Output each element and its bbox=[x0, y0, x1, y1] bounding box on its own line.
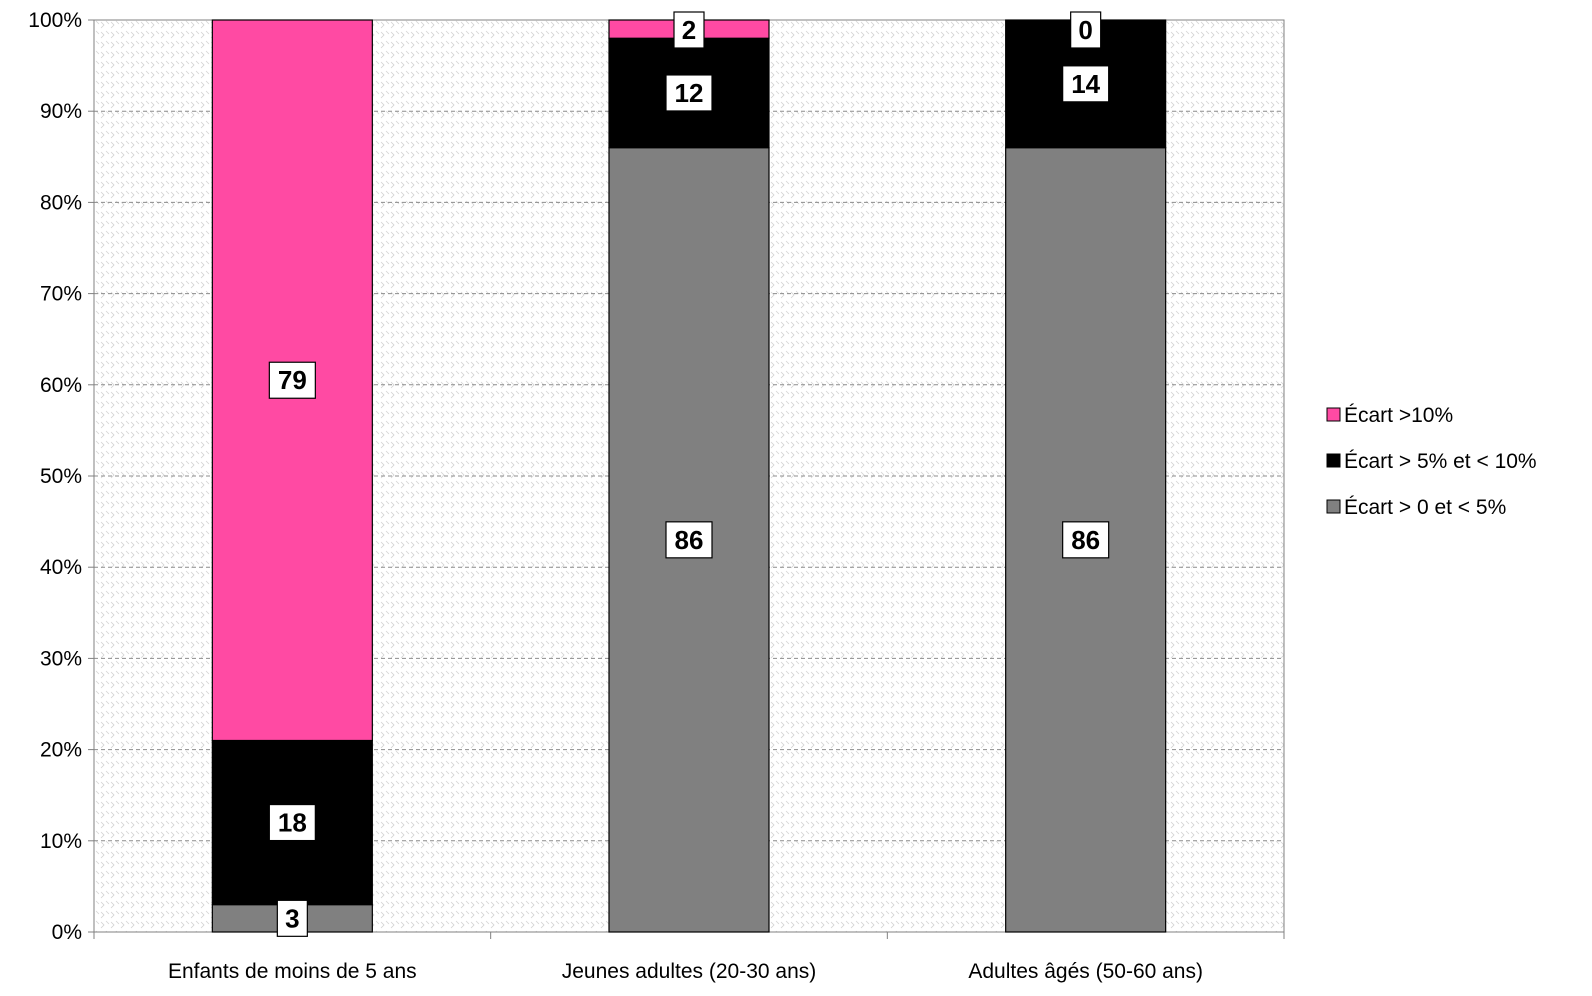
legend: Écart >10% Écart > 5% et < 10% Écart > 0 e… bbox=[1326, 404, 1537, 519]
data-label: 79 bbox=[278, 365, 307, 395]
bar-segment bbox=[608, 37, 770, 149]
data-label-box bbox=[665, 521, 713, 559]
data-label: 14 bbox=[1071, 69, 1100, 99]
data-label: 2 bbox=[682, 15, 696, 45]
data-label-box bbox=[1062, 65, 1110, 103]
y-tick-label: 70% bbox=[40, 283, 82, 306]
legend-swatch bbox=[1326, 453, 1341, 468]
data-label: 0 bbox=[1078, 15, 1092, 45]
y-tick-label: 60% bbox=[40, 374, 82, 397]
x-category-label: Adultes âgés (50-60 ans) bbox=[968, 960, 1203, 983]
y-tick-label: 20% bbox=[40, 739, 82, 762]
y-tick-label: 80% bbox=[40, 191, 82, 214]
data-label-box bbox=[268, 803, 316, 842]
data-label: 86 bbox=[675, 525, 704, 555]
legend-swatch bbox=[1326, 499, 1341, 514]
legend-entry-label: Écart >10% bbox=[1344, 404, 1453, 427]
plot-area: 0% 10% 20% 30% 40% 50% 60% 70% 80% 90% 100% 3 18 79 86… bbox=[28, 9, 1285, 983]
x-category-label: Jeunes adultes (20-30 ans) bbox=[562, 960, 817, 983]
data-label-box bbox=[1070, 11, 1102, 49]
data-label: 18 bbox=[278, 808, 307, 838]
y-tick-label: 50% bbox=[40, 465, 82, 488]
legend-swatch bbox=[1326, 407, 1341, 422]
data-label: 3 bbox=[285, 903, 299, 933]
data-label-box bbox=[665, 74, 713, 112]
data-label-box bbox=[276, 899, 308, 937]
y-tick-label: 10% bbox=[40, 830, 82, 853]
data-label: 12 bbox=[675, 78, 704, 108]
data-label-box bbox=[268, 361, 316, 399]
legend-entry-label: Écart > 0 et < 5% bbox=[1344, 496, 1506, 519]
data-label-box bbox=[673, 11, 705, 49]
y-tick-label: 90% bbox=[40, 100, 82, 123]
data-label-box bbox=[1062, 521, 1110, 559]
y-tick-label: 100% bbox=[28, 9, 82, 32]
legend-entry-label: Écart > 5% et < 10% bbox=[1344, 450, 1537, 473]
y-tick-label: 40% bbox=[40, 556, 82, 579]
data-label: 86 bbox=[1071, 525, 1100, 555]
y-tick-label: 30% bbox=[40, 647, 82, 670]
x-category-label: Enfants de moins de 5 ans bbox=[168, 960, 417, 983]
y-tick-label: 0% bbox=[52, 921, 82, 944]
